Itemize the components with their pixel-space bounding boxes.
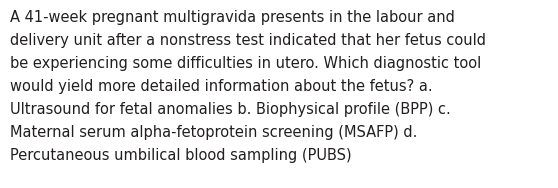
Text: A 41-week pregnant multigravida presents in the labour and: A 41-week pregnant multigravida presents… <box>10 10 455 25</box>
Text: would yield more detailed information about the fetus? a.: would yield more detailed information ab… <box>10 79 432 94</box>
Text: Ultrasound for fetal anomalies b. Biophysical profile (BPP) c.: Ultrasound for fetal anomalies b. Biophy… <box>10 102 451 117</box>
Text: delivery unit after a nonstress test indicated that her fetus could: delivery unit after a nonstress test ind… <box>10 33 486 48</box>
Text: be experiencing some difficulties in utero. Which diagnostic tool: be experiencing some difficulties in ute… <box>10 56 481 71</box>
Text: Maternal serum alpha-fetoprotein screening (MSAFP) d.: Maternal serum alpha-fetoprotein screeni… <box>10 125 417 140</box>
Text: Percutaneous umbilical blood sampling (PUBS): Percutaneous umbilical blood sampling (P… <box>10 148 352 163</box>
